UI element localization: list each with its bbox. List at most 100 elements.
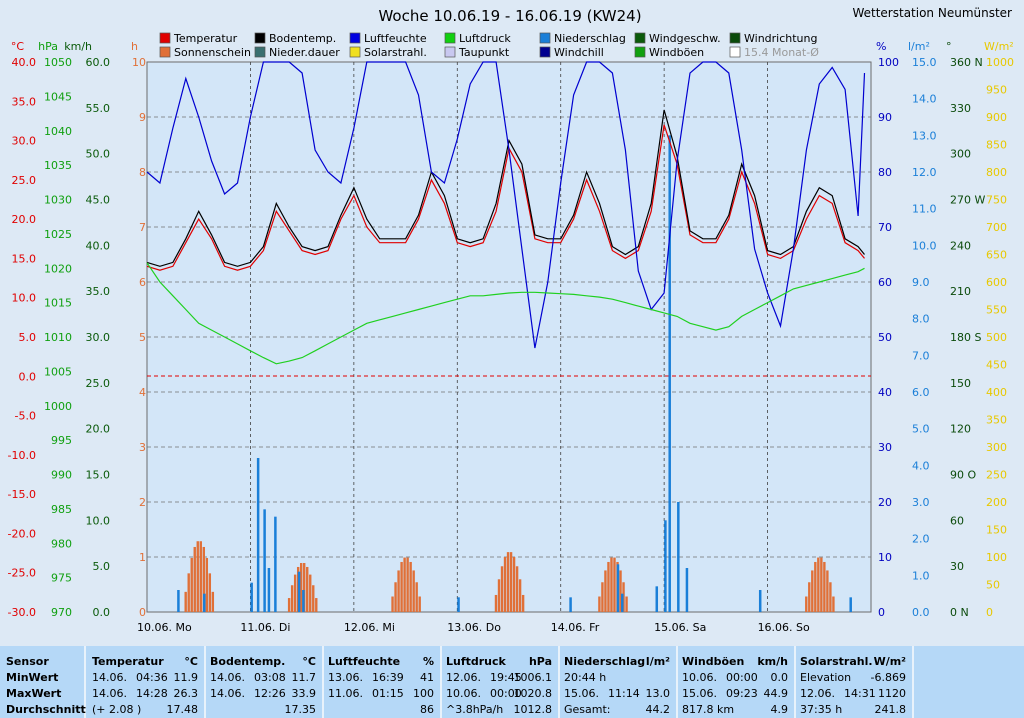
sunshine-axis-tick: 8 — [139, 166, 146, 179]
rain-axis-tick: 15.0 — [912, 56, 937, 69]
chart-title: Woche 10.06.19 - 16.06.19 (KW24) — [378, 7, 641, 25]
solar-axis-tick: 100 — [986, 551, 1007, 564]
sunshine-bar — [391, 596, 394, 612]
solar-axis-tick: 650 — [986, 249, 1007, 262]
sunshine-axis-tick: 1 — [139, 551, 146, 564]
pressure-axis-tick: 985 — [51, 503, 72, 516]
humidity-axis-tick: 30 — [878, 441, 892, 454]
sunshine-bar — [315, 598, 318, 612]
stats-value: 13.0 — [645, 687, 671, 700]
solar-axis-tick: 450 — [986, 359, 1007, 372]
sunshine-bar — [808, 582, 811, 612]
stats-header: Solarstrahl. W/m² — [800, 654, 906, 670]
legend-swatch — [349, 46, 361, 58]
rain-axis-tick: 2.0 — [912, 533, 930, 546]
stats-time: 14:28 — [136, 687, 168, 700]
stats-max-row: 10.06. 00:00 1020.8 — [446, 686, 552, 702]
sunshine-bar — [293, 574, 297, 612]
temp-axis-tick: 40.0 — [12, 56, 37, 69]
day-label: 12.06. Mi — [344, 621, 395, 634]
pressure-axis-tick: 975 — [51, 572, 72, 585]
solar-axis-tick: 550 — [986, 304, 1007, 317]
sunshine-bar — [202, 546, 205, 612]
stats-value: 0.0 — [770, 671, 789, 684]
direction-axis-tick: 120 — [950, 423, 971, 436]
direction-axis-unit: ° — [946, 40, 952, 53]
stats-note: (+ 2.08 ) — [92, 703, 142, 716]
stats-time: 11:14 — [608, 687, 640, 700]
legend-swatch — [729, 32, 741, 44]
rain-bar — [616, 564, 620, 612]
rain-axis-tick: 6.0 — [912, 386, 930, 399]
stats-header-label: Bodentemp. — [210, 655, 286, 668]
sunshine-bar — [832, 596, 835, 612]
rain-bar — [685, 568, 689, 612]
stats-min-row: Elevation -6.869 — [800, 670, 906, 686]
stats-date: 10.06. — [446, 687, 481, 700]
pressure-axis-tick: 1015 — [44, 297, 72, 310]
stats-header-unit: hPa — [528, 655, 552, 668]
stats-row-label: MaxWert — [6, 687, 62, 700]
sunshine-bar — [820, 557, 823, 612]
stats-date: 12.06. — [800, 687, 835, 700]
sunshine-bar — [494, 594, 498, 612]
rain-bar — [263, 509, 266, 612]
stats-date: 14.06. — [210, 671, 245, 684]
temp-axis-unit: °C — [11, 40, 25, 53]
rain-bar — [297, 571, 301, 612]
legend-label: Niederschlag — [554, 32, 626, 45]
stats-row-label: Durchschnitt — [6, 703, 86, 716]
pressure-axis-tick: 1040 — [44, 125, 72, 138]
day-label: 14.06. Fr — [551, 621, 600, 634]
rain-axis-tick: 14.0 — [912, 93, 937, 106]
rain-axis-unit: l/m² — [908, 40, 930, 53]
series-line-luftdruck — [146, 262, 865, 365]
sunshine-bar — [309, 574, 312, 612]
solar-axis-tick: 250 — [986, 469, 1007, 482]
stats-date: 14.06. — [92, 687, 127, 700]
stats-header: Niederschlag l/m² — [564, 654, 670, 670]
humidity-axis-tick: 40 — [878, 386, 892, 399]
rain-axis-tick: 10.0 — [912, 239, 937, 252]
stats-max-row: 14.06. 14:28 26.3 — [92, 686, 198, 702]
sunshine-bar — [521, 594, 525, 612]
weather-chart: °C40.035.030.025.020.015.010.05.00.0-5.0… — [7, 6, 1014, 634]
series-lines — [146, 61, 866, 365]
pressure-axis-tick: 1005 — [44, 365, 72, 378]
solar-axis-tick: 300 — [986, 441, 1007, 454]
rain-bar — [655, 586, 659, 612]
sunshine-bar — [299, 563, 303, 612]
sunshine-bar — [287, 598, 291, 612]
rain-bar — [677, 502, 680, 612]
sunshine-bar — [412, 570, 415, 612]
statistics-panel: Sensor MinWert MaxWert Durchschnitt Temperat… — [0, 646, 1024, 718]
rain-axis-tick: 11.0 — [912, 203, 937, 216]
legend-swatch — [254, 32, 266, 44]
stats-min-row: 14.06. 03:08 11.7 — [210, 670, 316, 686]
sunshine-axis-tick: 4 — [139, 386, 146, 399]
sunshine-bar — [613, 557, 616, 612]
legend-swatch — [349, 32, 361, 44]
sunshine-axis-tick: 0 — [139, 606, 146, 619]
sunshine-bar — [515, 566, 519, 612]
legend-label: Luftdruck — [459, 32, 511, 45]
stats-value: 11.9 — [173, 671, 199, 684]
legend-swatch — [729, 46, 741, 58]
stats-max-row: 11.06. 01:15 100 — [328, 686, 434, 702]
stats-value: 1120 — [878, 687, 906, 700]
stats-value: 17.35 — [284, 703, 317, 716]
sunshine-bar — [211, 591, 215, 612]
legend-label: Windrichtung — [744, 32, 817, 45]
stats-avg-row: 37:35 h 241.8 — [800, 702, 906, 718]
sunshine-bar — [184, 591, 187, 612]
stats-header-label: Solarstrahl. — [800, 655, 873, 668]
stats-date: 15.06. — [564, 687, 599, 700]
stats-header-unit: °C — [302, 655, 316, 668]
sunshine-axis-tick: 7 — [139, 221, 146, 234]
temp-axis-tick: 30.0 — [12, 135, 37, 148]
stats-value: 86 — [420, 703, 434, 716]
axes: °C40.035.030.025.020.015.010.05.00.0-5.0… — [8, 40, 1014, 619]
direction-axis-tick: 30 — [950, 560, 964, 573]
sunshine-bar — [598, 596, 601, 612]
direction-axis-tick: 240 — [950, 239, 971, 252]
